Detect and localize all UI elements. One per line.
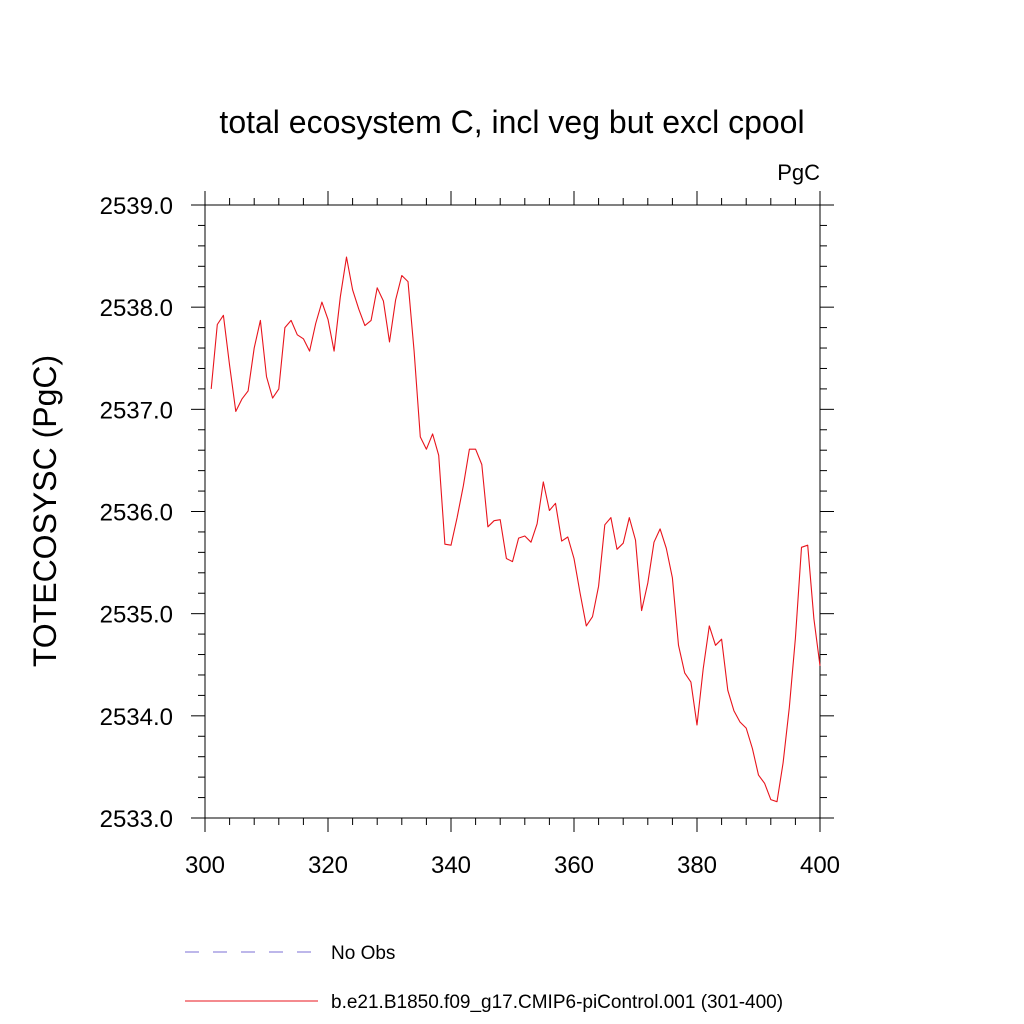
- y-tick-label: 2535.0: [100, 602, 173, 629]
- y-tick-label: 2537.0: [100, 397, 173, 424]
- legend-label-no-obs: No Obs: [331, 943, 395, 964]
- y-tick-label: 2533.0: [100, 806, 173, 833]
- x-tick-label: 360: [554, 852, 594, 879]
- y-tick-label: 2534.0: [100, 704, 173, 731]
- x-tick-label: 340: [431, 852, 471, 879]
- x-tick-label: 400: [800, 852, 840, 879]
- y-tick-label: 2539.0: [100, 193, 173, 220]
- series-line-picontrol: [210, 256, 821, 803]
- y-tick-label: 2538.0: [100, 295, 173, 322]
- legend-label-picontrol: b.e21.B1850.f09_g17.CMIP6-piControl.001 …: [331, 992, 783, 1013]
- series-group: [210, 256, 821, 803]
- plot-frame: [204, 204, 821, 819]
- x-tick-label: 320: [308, 852, 348, 879]
- y-tick-label: 2536.0: [100, 500, 173, 527]
- x-tick-label: 300: [185, 852, 225, 879]
- units-label: PgC: [777, 160, 820, 185]
- chart-title: total ecosystem C, incl veg but excl cpo…: [219, 104, 804, 140]
- x-axis: 300 320 340 360 380 400: [185, 191, 840, 879]
- x-tick-label: 380: [677, 852, 717, 879]
- y-axis: 2533.0 2534.0 2535.0 2536.0 2537.0 2538.0 2539…: [100, 193, 834, 833]
- y-axis-label: TOTECOSYSC (PgC): [27, 355, 63, 667]
- plot-border: [204, 204, 821, 819]
- legend: No Obs b.e21.B1850.f09_g17.CMIP6-piContr…: [185, 943, 783, 1013]
